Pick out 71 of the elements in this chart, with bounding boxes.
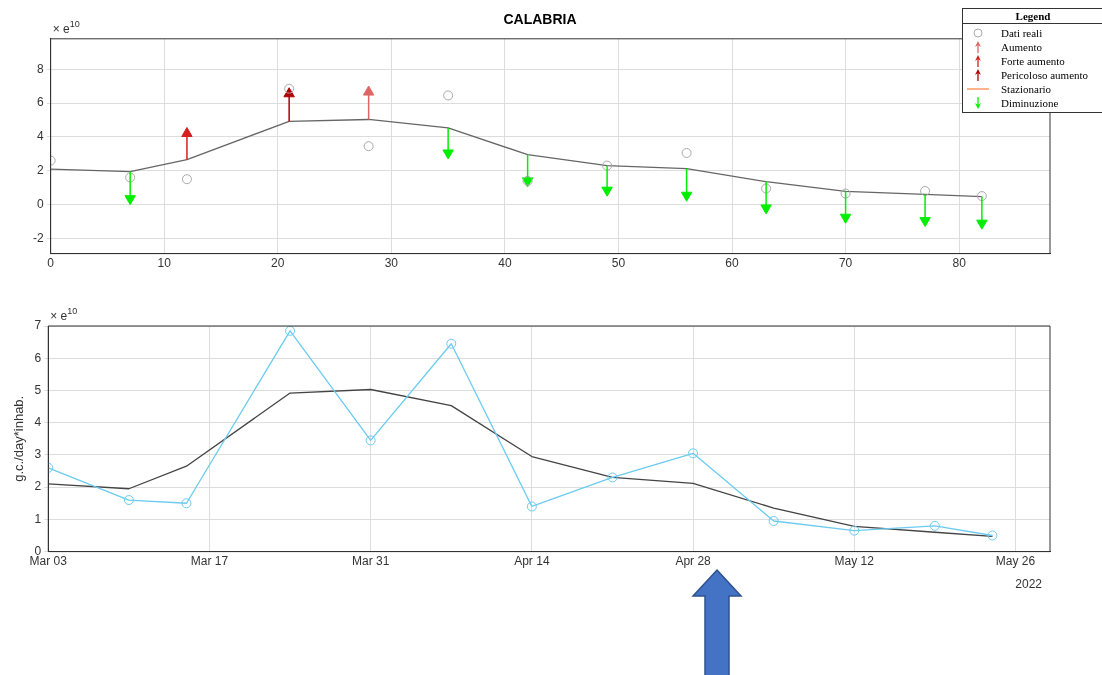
y-tick-label: 7 [34, 318, 42, 333]
point [442, 149, 454, 160]
point [768, 515, 779, 526]
point [123, 495, 134, 506]
point [607, 472, 618, 483]
point [181, 174, 192, 185]
point [181, 127, 193, 138]
chart-title: CALABRIA [503, 11, 577, 28]
y-tick-label: 3 [34, 447, 42, 462]
point [688, 448, 699, 459]
y-tick-label: 2 [36, 163, 44, 178]
text: 2022 [1015, 576, 1043, 591]
legend-label: Pericoloso aumento [1001, 69, 1089, 81]
point [920, 186, 931, 197]
x-tick-label: 10 [157, 256, 172, 271]
legend-title: Legend [963, 9, 1102, 24]
point [987, 530, 998, 541]
point [362, 85, 375, 96]
point [181, 498, 192, 509]
point [365, 435, 376, 446]
legend-label: Stazionario [1001, 83, 1052, 95]
point [526, 501, 537, 512]
point [443, 90, 454, 101]
point [680, 191, 693, 202]
y-tick-label: 8 [36, 61, 44, 76]
y-tick-label: 2 [34, 479, 42, 494]
point [601, 186, 613, 197]
x-tick-label: 70 [838, 256, 853, 271]
point [285, 326, 296, 336]
x-tick-label: May 26 [995, 554, 1036, 569]
y-tick-label: 6 [36, 95, 44, 110]
y-axis-title: g.c./day*inhab. [11, 395, 27, 482]
legend-label: Aumento [1001, 41, 1042, 53]
x-tick-label: 0 [47, 256, 55, 271]
y-tick-label: 5 [34, 382, 42, 397]
x-tick-label: 30 [384, 256, 399, 271]
y-tick-label: 1 [34, 511, 42, 526]
legend-label: Diminuzione [1001, 97, 1059, 109]
x-tick-label: 60 [725, 256, 740, 271]
x-tick-label: Apr 14 [514, 554, 550, 569]
point [363, 141, 374, 152]
x-tick-label: 40 [498, 256, 512, 271]
legend-label: Forte aumento [1001, 55, 1065, 67]
x-tick-label: May 12 [834, 554, 875, 569]
y-tick-label: 0 [36, 196, 44, 211]
point [929, 520, 940, 531]
point [125, 172, 136, 183]
legend-label: Dati reali [1001, 27, 1043, 39]
point [602, 160, 613, 171]
x-tick-label: Mar 31 [351, 554, 390, 569]
point [976, 191, 987, 202]
point [919, 217, 931, 228]
point [976, 219, 988, 230]
y-tick-label: -2 [33, 230, 44, 245]
point [284, 83, 295, 94]
point [446, 338, 457, 349]
point [839, 213, 852, 224]
x-tick-label: Mar 17 [190, 554, 229, 569]
point [124, 195, 136, 206]
x-tick-label: 80 [952, 256, 967, 271]
y-tick-label: 6 [34, 350, 42, 365]
x-tick-label: Apr 28 [675, 554, 712, 569]
x-tick-label: 20 [271, 256, 285, 271]
point [761, 183, 772, 194]
y-tick-label: 4 [36, 129, 44, 144]
point [840, 188, 851, 199]
point [681, 147, 692, 158]
y-tick-label: 4 [34, 415, 42, 429]
x-tick-label: 50 [611, 256, 626, 271]
point [760, 204, 772, 215]
point [849, 525, 860, 536]
